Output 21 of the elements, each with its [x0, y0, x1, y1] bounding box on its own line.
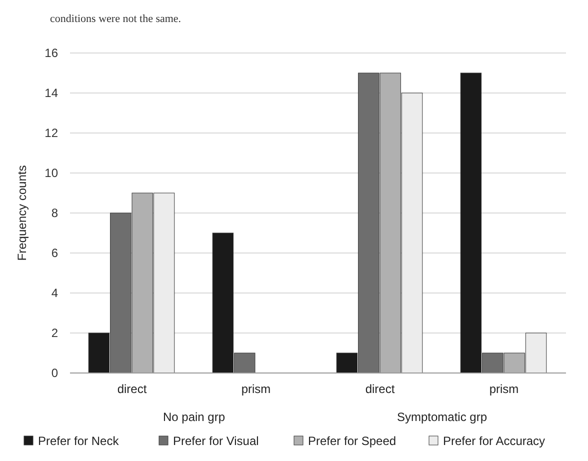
legend-label: Prefer for Neck	[38, 434, 120, 448]
x-tick-label: direct	[117, 382, 148, 396]
y-tick-label: 6	[51, 246, 58, 260]
legend-label: Prefer for Speed	[308, 434, 396, 448]
y-tick-label: 14	[44, 86, 58, 100]
y-tick-label: 10	[44, 166, 58, 180]
y-tick-label: 16	[44, 46, 58, 60]
text: conditions were not the same.	[50, 13, 182, 25]
y-tick-label: 8	[51, 206, 58, 220]
x-tick-label: prism	[489, 382, 519, 396]
y-tick-label: 0	[51, 366, 58, 380]
text: No pain grp	[162, 410, 226, 424]
x-tick-label: prism	[241, 382, 271, 396]
legend-label: Prefer for Accuracy	[443, 434, 546, 448]
legend-label: Prefer for Visual	[173, 434, 259, 448]
x-tick-label: direct	[365, 382, 396, 396]
text: Symptomatic grp	[396, 410, 488, 424]
y-tick-label: 2	[51, 326, 58, 340]
y-tick-label: 4	[51, 286, 58, 300]
y-tick-label: 12	[44, 126, 58, 140]
y-axis-title: Frequency counts	[15, 165, 29, 261]
